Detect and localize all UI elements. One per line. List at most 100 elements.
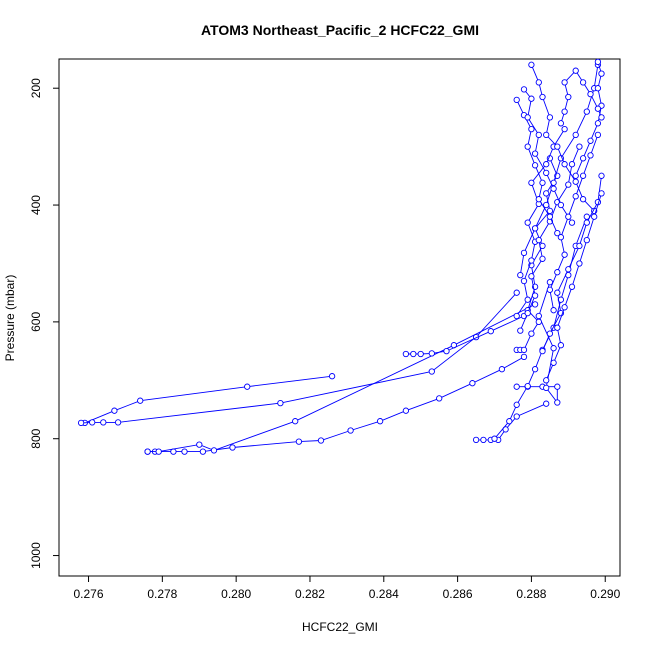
data-point xyxy=(568,161,576,168)
series-layer xyxy=(77,58,605,455)
data-point xyxy=(531,292,539,299)
profile-series xyxy=(520,86,576,226)
data-point xyxy=(535,131,542,139)
data-point xyxy=(402,350,410,358)
data-point xyxy=(417,350,424,358)
data-point xyxy=(535,318,542,326)
data-point xyxy=(114,419,122,426)
data-point xyxy=(531,162,539,169)
profile-line xyxy=(516,128,565,317)
profile-series xyxy=(402,312,528,358)
data-point xyxy=(543,131,550,139)
data-point xyxy=(513,312,520,320)
data-point xyxy=(546,330,554,337)
profile-line xyxy=(147,303,536,453)
profile-line xyxy=(549,134,599,311)
profile-series xyxy=(77,289,520,427)
data-point xyxy=(77,419,85,427)
y-axis: 200 400 600 800 1000 xyxy=(29,78,59,569)
data-point xyxy=(543,400,550,407)
data-point xyxy=(524,296,531,303)
data-point xyxy=(554,289,561,296)
data-point xyxy=(539,347,546,355)
data-point xyxy=(543,377,550,384)
data-point xyxy=(376,418,384,425)
data-point xyxy=(561,251,568,258)
data-point xyxy=(587,90,594,98)
x-tick-label: 0.284 xyxy=(369,587,399,601)
profile-line xyxy=(405,315,525,355)
profile-series xyxy=(81,373,336,427)
profile-series xyxy=(546,131,602,314)
plot-area xyxy=(58,58,621,577)
data-point xyxy=(594,58,602,66)
data-point xyxy=(531,150,539,157)
data-point xyxy=(594,105,602,112)
chart-title: ATOM3 Northeast_Pacific_2 HCFC22_GMI xyxy=(201,22,479,38)
data-point xyxy=(295,438,303,445)
data-point xyxy=(89,419,96,426)
data-point xyxy=(543,384,550,392)
data-point xyxy=(561,161,568,168)
data-point xyxy=(528,330,535,337)
data-point xyxy=(513,401,520,408)
data-point xyxy=(565,213,572,220)
data-point xyxy=(524,114,531,121)
profile-line xyxy=(84,375,333,424)
data-point xyxy=(591,213,598,220)
x-tick-label: 0.282 xyxy=(295,587,325,601)
data-point xyxy=(539,255,546,262)
data-point xyxy=(598,172,605,179)
profile-series xyxy=(144,301,539,455)
data-point xyxy=(546,207,554,215)
data-point xyxy=(520,277,528,285)
data-point xyxy=(579,196,587,203)
data-point xyxy=(554,143,561,150)
data-point xyxy=(513,413,520,420)
data-point xyxy=(210,447,218,454)
data-point xyxy=(111,407,118,414)
data-point xyxy=(594,85,602,92)
data-point xyxy=(561,108,568,115)
data-point xyxy=(292,418,299,425)
data-point xyxy=(528,179,535,186)
data-point xyxy=(524,309,531,317)
data-point xyxy=(244,383,251,390)
data-point xyxy=(550,359,557,366)
data-point xyxy=(598,70,605,77)
data-point xyxy=(513,383,520,390)
data-point xyxy=(565,93,572,101)
data-point xyxy=(543,161,550,168)
data-point xyxy=(554,383,561,390)
data-point xyxy=(583,108,590,115)
data-point xyxy=(565,181,572,188)
data-point xyxy=(587,152,594,159)
data-point xyxy=(144,448,151,455)
data-point xyxy=(506,418,513,425)
y-tick-label: 800 xyxy=(29,428,43,448)
data-point xyxy=(568,283,576,290)
data-point xyxy=(520,249,528,257)
profile-series xyxy=(539,172,605,355)
data-point xyxy=(181,448,188,455)
profile-line xyxy=(545,193,602,381)
profile-line xyxy=(516,282,558,404)
x-tick-label: 0.286 xyxy=(443,587,473,601)
data-point xyxy=(546,213,554,220)
data-point xyxy=(535,196,542,203)
data-point xyxy=(550,345,557,352)
data-point xyxy=(539,179,546,186)
data-point xyxy=(557,342,565,349)
data-point xyxy=(583,219,590,226)
data-point xyxy=(568,219,576,226)
data-point xyxy=(472,436,480,444)
y-tick-label: 200 xyxy=(29,78,43,98)
data-point xyxy=(598,190,605,197)
data-point xyxy=(557,120,565,127)
data-point xyxy=(579,172,587,179)
data-point xyxy=(524,219,531,226)
y-tick-label: 1000 xyxy=(29,542,43,569)
data-point xyxy=(576,260,583,267)
data-point xyxy=(528,257,535,264)
data-point xyxy=(428,368,435,375)
